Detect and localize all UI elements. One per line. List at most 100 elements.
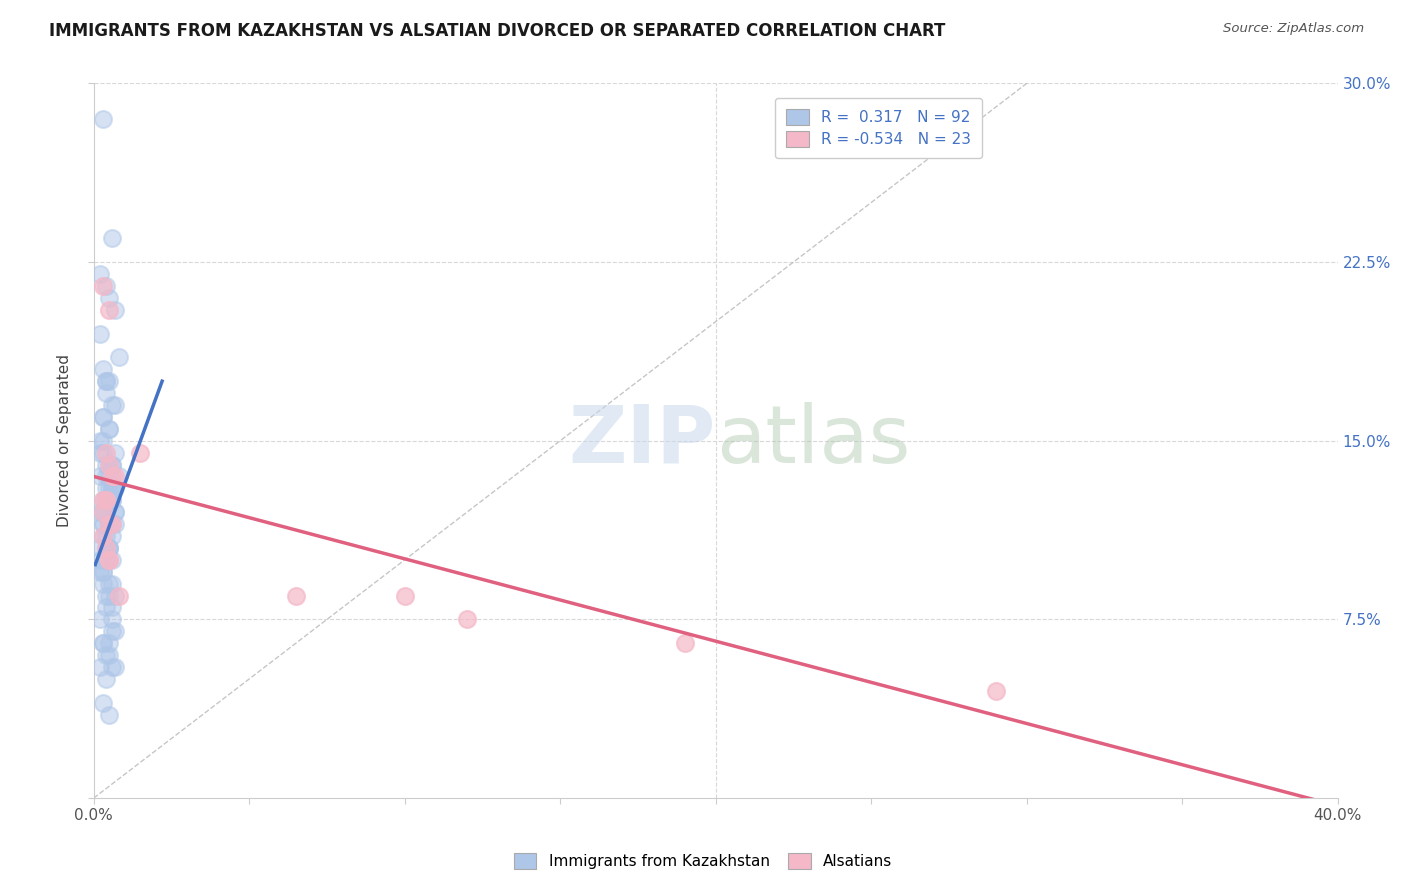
Point xyxy=(107,351,129,365)
Point xyxy=(101,517,124,532)
Point xyxy=(101,231,124,245)
Point xyxy=(89,553,111,567)
Point xyxy=(98,517,121,532)
Point xyxy=(91,112,114,127)
Point xyxy=(98,553,121,567)
Y-axis label: Divorced or Separated: Divorced or Separated xyxy=(58,354,72,527)
Point xyxy=(91,362,114,376)
Point xyxy=(91,529,114,543)
Point xyxy=(94,458,117,472)
Point xyxy=(94,600,117,615)
Point xyxy=(94,493,117,508)
Point xyxy=(101,482,124,496)
Point xyxy=(456,612,478,626)
Point xyxy=(101,660,124,674)
Point xyxy=(91,493,114,508)
Point xyxy=(104,505,127,519)
Point xyxy=(91,505,114,519)
Point xyxy=(91,636,114,650)
Point xyxy=(94,553,117,567)
Point xyxy=(104,482,127,496)
Point xyxy=(89,565,111,579)
Point xyxy=(101,576,124,591)
Point xyxy=(101,624,124,639)
Point xyxy=(94,672,117,686)
Point xyxy=(91,517,114,532)
Point xyxy=(94,553,117,567)
Point xyxy=(107,469,129,483)
Point xyxy=(98,553,121,567)
Point xyxy=(91,696,114,710)
Point xyxy=(91,529,114,543)
Point xyxy=(94,374,117,388)
Point xyxy=(104,589,127,603)
Point xyxy=(98,493,121,508)
Point xyxy=(98,648,121,662)
Point xyxy=(98,422,121,436)
Point xyxy=(101,529,124,543)
Point xyxy=(91,576,114,591)
Point xyxy=(91,409,114,424)
Point xyxy=(104,302,127,317)
Point xyxy=(98,422,121,436)
Point xyxy=(98,636,121,650)
Point xyxy=(91,517,114,532)
Point xyxy=(104,624,127,639)
Point xyxy=(94,589,117,603)
Point xyxy=(98,517,121,532)
Point xyxy=(101,458,124,472)
Point xyxy=(98,576,121,591)
Point xyxy=(98,541,121,555)
Point xyxy=(101,469,124,483)
Point xyxy=(104,660,127,674)
Point xyxy=(104,398,127,412)
Point xyxy=(98,291,121,305)
Point xyxy=(91,636,114,650)
Point xyxy=(98,469,121,483)
Legend: R =  0.317   N = 92, R = -0.534   N = 23: R = 0.317 N = 92, R = -0.534 N = 23 xyxy=(775,98,981,158)
Text: IMMIGRANTS FROM KAZAKHSTAN VS ALSATIAN DIVORCED OR SEPARATED CORRELATION CHART: IMMIGRANTS FROM KAZAKHSTAN VS ALSATIAN D… xyxy=(49,22,946,40)
Point xyxy=(91,505,114,519)
Point xyxy=(94,482,117,496)
Point xyxy=(89,326,111,341)
Text: atlas: atlas xyxy=(716,401,910,480)
Point xyxy=(94,445,117,459)
Point xyxy=(89,660,111,674)
Point xyxy=(91,434,114,448)
Point xyxy=(104,469,127,483)
Point xyxy=(98,517,121,532)
Point xyxy=(101,458,124,472)
Point xyxy=(673,636,696,650)
Point xyxy=(94,529,117,543)
Point xyxy=(394,589,416,603)
Point xyxy=(89,505,111,519)
Point xyxy=(98,541,121,555)
Point xyxy=(94,541,117,555)
Point xyxy=(98,482,121,496)
Point xyxy=(94,469,117,483)
Point xyxy=(91,445,114,459)
Point xyxy=(94,374,117,388)
Point xyxy=(89,612,111,626)
Point xyxy=(89,469,111,483)
Point xyxy=(91,279,114,293)
Point xyxy=(94,279,117,293)
Point xyxy=(101,517,124,532)
Point xyxy=(101,493,124,508)
Point xyxy=(91,409,114,424)
Point xyxy=(91,493,114,508)
Point xyxy=(104,517,127,532)
Point xyxy=(91,565,114,579)
Point xyxy=(98,458,121,472)
Point xyxy=(284,589,307,603)
Point xyxy=(101,398,124,412)
Text: Source: ZipAtlas.com: Source: ZipAtlas.com xyxy=(1223,22,1364,36)
Point xyxy=(984,684,1007,698)
Point xyxy=(101,482,124,496)
Point xyxy=(101,612,124,626)
Point xyxy=(98,589,121,603)
Text: ZIP: ZIP xyxy=(568,401,716,480)
Point xyxy=(89,445,111,459)
Point xyxy=(98,302,121,317)
Point xyxy=(98,458,121,472)
